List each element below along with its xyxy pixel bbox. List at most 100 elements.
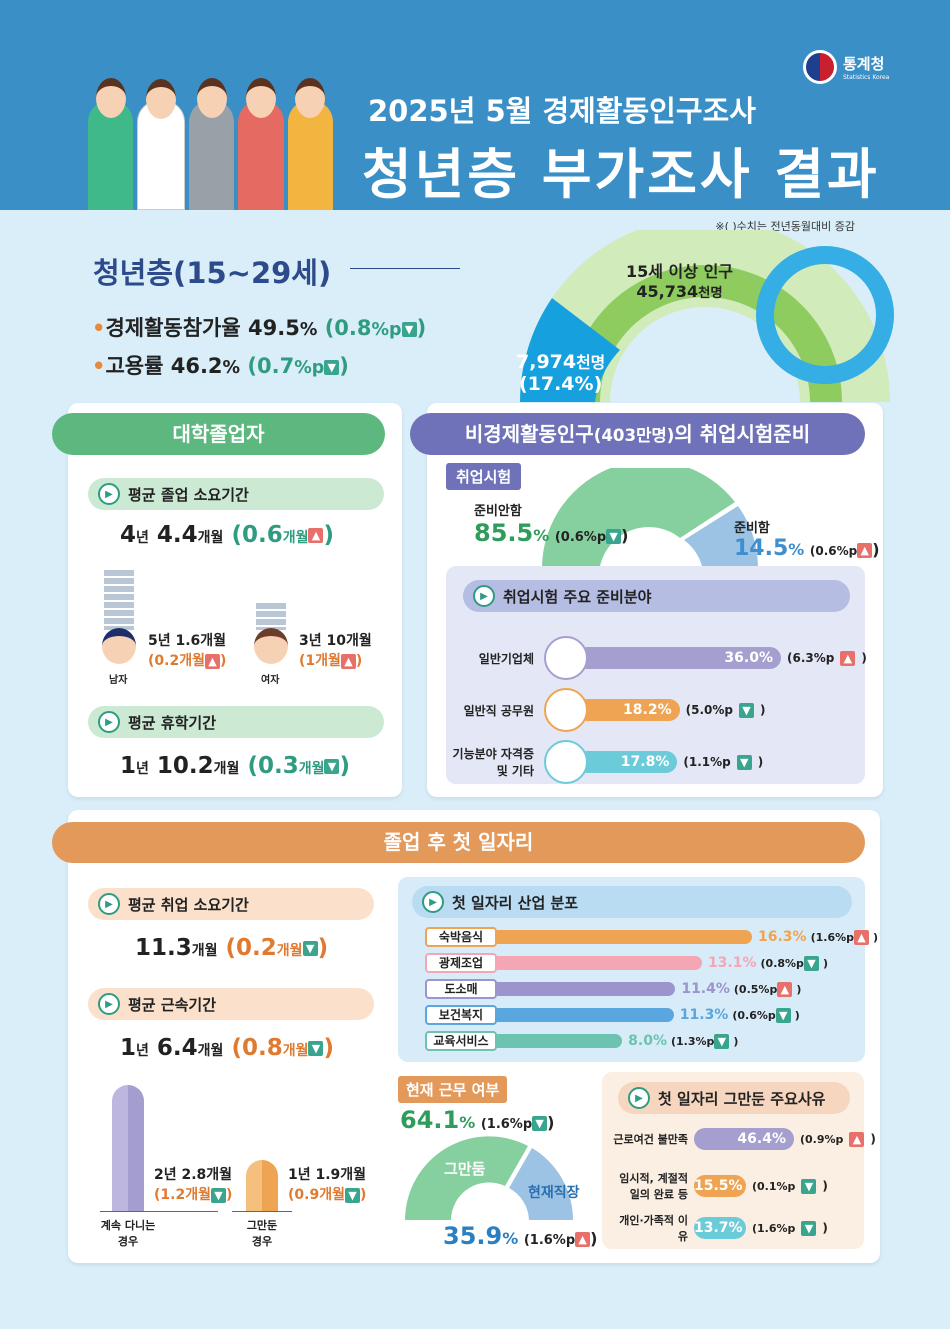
play-icon: ▶ [98,711,120,733]
female-value: 3년 10개월 (1개월 ▲) [299,633,372,669]
play-icon: ▶ [473,585,495,607]
up-arrow-icon: ▲ [857,543,873,558]
logo-sub: Statistics Korea [843,74,890,81]
female-graduate-icon [254,628,288,664]
youth-illustration [88,78,334,210]
up-arrow-icon: ▲ [308,528,324,543]
grad-period-header: ▶ 평균 졸업 소요기간 [88,478,384,510]
quit-segment [405,1136,528,1220]
exam-tag: 취업시험 [446,463,522,490]
male-value: 5년 1.6개월 (0.2개월 ▲) [148,633,227,669]
industry-label: 도소매 [425,979,497,999]
industry-row: 광제조업 13.1% (0.8%p ▼) [425,953,828,973]
employment-rate: •고용률 46.2% (0.7%p ▼) [92,354,349,378]
field-bar: 17.8% [576,751,678,773]
female-stack [256,603,286,630]
population-label: 15세 이상 인구 45,734천명 [626,262,734,301]
industry-bar [497,982,676,996]
grad-period-value: 4년 4.4개월 (0.6개월 ▲) [120,522,334,548]
statistics-korea-logo: 통계청 Statistics Korea [803,50,889,84]
industry-label: 보건복지 [425,1005,497,1025]
play-icon: ▶ [628,1087,650,1109]
tenure-header: ▶ 평균 근속기간 [88,988,374,1020]
current-job-label: 현재직장 [528,1185,580,1201]
field-label: 일반기업체 [478,651,534,666]
leave-header: ▶ 평균 휴학기간 [88,706,384,738]
industry-value: 13.1% [707,955,757,971]
reason-label: 근로여건 불만족 [613,1133,688,1146]
search-value: 11.3개월 (0.2개월 ▼) [135,935,329,961]
population-donut [520,230,894,402]
play-icon: ▶ [98,483,120,505]
field-row: 일반기업체 36.0% (6.3%p ▲) [452,636,867,680]
down-arrow-icon: ▼ [775,1007,791,1023]
quit-bar [246,1160,278,1211]
title-line1: 2025년 5월 경제활동인구조사 [368,94,756,128]
down-arrow-icon: ▼ [324,359,340,375]
field-label: 일반직 공무원 [463,703,534,718]
title-line2: 청년층 부가조사 결과 [362,143,880,206]
industry-change: (0.5%p [733,982,778,996]
down-arrow-icon: ▼ [344,1187,360,1203]
reason-bar: 46.4% [694,1128,794,1150]
industry-row: 도소매 11.4% (0.5%p ▲) [425,979,801,999]
current-job-segment [509,1148,573,1220]
connector-line [350,268,460,269]
staying-bar [112,1085,144,1211]
magnifier-icon [756,246,894,384]
firstjob-title: 졸업 후 첫 일자리 [52,822,865,863]
industry-row: 교육서비스 8.0% (1.3%p ▼) [425,1031,738,1051]
down-arrow-icon: ▼ [324,759,340,774]
industry-row: 보건복지 11.3% (0.6%p ▼) [425,1005,800,1025]
industry-change: (1.3%p [670,1034,715,1048]
logo-name: 통계청 [843,55,885,73]
industry-bar [497,1008,674,1022]
up-arrow-icon: ▲ [777,981,793,997]
down-arrow-icon: ▼ [606,529,622,544]
reason-row: 개인·가족적 이유 13.7% (1.6%p ▼) [610,1212,828,1244]
current-job-donut [405,1136,573,1220]
industry-bar [497,956,702,970]
down-arrow-icon: ▼ [803,955,819,971]
field-icon [544,636,588,680]
preparing: 준비함 14.5% (0.6%p ▲) [734,521,880,561]
youth-population: 7,974천명 (17.4%) [516,351,606,395]
field-row: 일반직 공무원 18.2% (5.0%p ▼) [452,688,765,732]
female-label: 여자 [261,675,280,686]
reasons-header: ▶ 첫 일자리 그만둔 주요사유 [618,1082,850,1114]
quit-label: 그만둔 경우 [246,1219,278,1248]
industry-label: 숙박음식 [425,927,497,947]
baseline [100,1211,218,1212]
not-preparing: 준비안함 85.5% (0.6%p ▼) [474,504,629,547]
youth-share-segment [520,298,620,402]
search-header: ▶ 평균 취업 소요기간 [88,888,374,920]
industry-change: (0.8%p [760,956,804,970]
baseline [232,1211,292,1212]
industry-change: (0.6%p [732,1008,776,1022]
tenure-value: 1년 6.4개월 (0.8개월 ▼) [120,1035,334,1061]
down-arrow-icon: ▼ [801,1178,817,1194]
play-icon: ▶ [422,891,444,913]
reason-row: 임시적, 계절적 일의 완료 등 15.5% (0.1%p ▼) [610,1170,828,1202]
male-label: 남자 [109,675,128,686]
field-bar: 18.2% [576,699,680,721]
industry-bar [497,930,752,944]
down-arrow-icon: ▼ [801,1220,817,1236]
down-arrow-icon: ▼ [308,1041,324,1056]
down-arrow-icon: ▼ [532,1116,548,1131]
down-arrow-icon: ▼ [210,1187,226,1203]
reason-change: (0.1%p [752,1179,796,1193]
reason-label: 개인·가족적 이유 [619,1214,688,1243]
field-bar: 36.0% [576,647,781,669]
quit-segment-label: 그만둠 [444,1160,486,1178]
current-share: 35.9% (1.6%p ▲) [443,1222,598,1250]
play-icon: ▶ [98,893,120,915]
quit-share: 64.1% (1.6%p ▼) [400,1106,555,1134]
not-preparing-segment [542,468,735,566]
field-change: (6.3%p [787,651,835,665]
current-tag: 현재 근무 여부 [398,1076,508,1103]
quit-value: 1년 1.9개월 (0.9개월 ▼) [288,1167,367,1203]
reason-label: 임시적, 계절적 일의 완료 등 [619,1172,688,1201]
industry-header: ▶ 첫 일자리 산업 분포 [412,886,852,918]
play-icon: ▶ [98,993,120,1015]
